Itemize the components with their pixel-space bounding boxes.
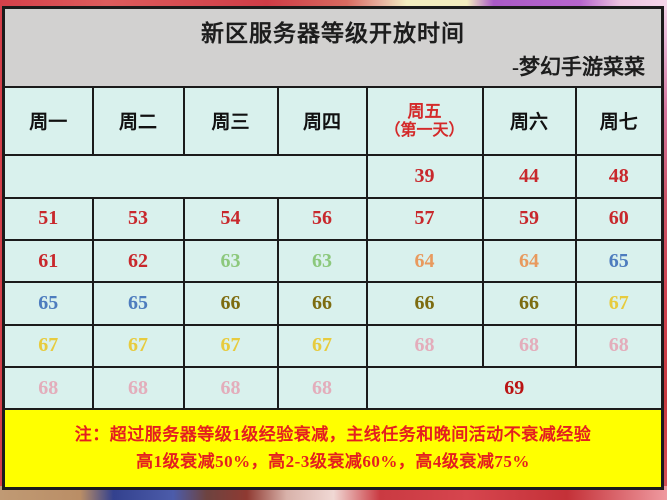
title-row: 新区服务器等级开放时间 -梦幻手游菜菜: [2, 6, 664, 88]
level-cell: 39: [365, 154, 484, 199]
server-level-schedule-table: 新区服务器等级开放时间 -梦幻手游菜菜 周一 周二 周三 周四 周五 （第一天）…: [2, 6, 665, 490]
level-cell: 66: [182, 281, 279, 326]
level-cell: 53: [91, 196, 185, 241]
level-cell: 67: [276, 323, 368, 368]
level-cell: 65: [2, 281, 94, 326]
level-cell: 64: [365, 238, 484, 284]
page-title: 新区服务器等级开放时间: [201, 20, 465, 46]
level-cell: 68: [365, 323, 484, 368]
table-row: 39 44 48: [2, 154, 664, 199]
table-header: 新区服务器等级开放时间 -梦幻手游菜菜: [2, 6, 664, 88]
exp-decay-note: 注：超过服务器等级1级经验衰减，主线任务和晚间活动不衰减经验 高1级衰减50%，…: [2, 408, 664, 490]
level-cell: 59: [481, 196, 577, 241]
day-header-thu: 周四: [276, 85, 368, 157]
level-cell: 57: [365, 196, 484, 241]
level-cell: 51: [2, 196, 94, 241]
table-row: 68 68 68 68 69: [2, 365, 664, 411]
table-row: 67 67 67 67 68 68 68: [2, 323, 664, 368]
table-row: 61 62 63 63 64 64 65: [2, 238, 664, 284]
level-cell: 63: [182, 238, 279, 284]
day-header-mon: 周一: [2, 85, 94, 157]
level-cell: 68: [481, 323, 577, 368]
note-line-2: 高1级衰减50%，高2-3级衰减60%，高4级衰减75%: [136, 451, 530, 471]
level-cell-merged: 69: [365, 365, 664, 411]
level-cell: 68: [2, 365, 94, 411]
day-header-fri-first-day: 周五 （第一天）: [365, 85, 484, 157]
level-cell: 68: [91, 365, 185, 411]
day-header-sat: 周六: [481, 85, 577, 157]
author-signature: -梦幻手游菜菜: [512, 54, 646, 79]
level-cell: 63: [276, 238, 368, 284]
note-line-1: 注：超过服务器等级1级经验衰减，主线任务和晚间活动不衰减经验: [74, 425, 592, 445]
day-header-sun: 周七: [574, 85, 664, 157]
footnote-row: 注：超过服务器等级1级经验衰减，主线任务和晚间活动不衰减经验 高1级衰减50%，…: [2, 408, 664, 490]
level-cell: 67: [182, 323, 279, 368]
level-cell: 62: [91, 238, 185, 284]
level-cell: 65: [574, 238, 664, 284]
level-cell: 60: [574, 196, 664, 241]
level-cell: 56: [276, 196, 368, 241]
level-cell: 67: [574, 281, 664, 326]
level-cell: 61: [2, 238, 94, 284]
level-cell: 64: [481, 238, 577, 284]
table-row: 65 65 66 66 66 66 67: [2, 281, 664, 326]
level-cell: 67: [91, 323, 185, 368]
level-cell: 44: [481, 154, 577, 199]
level-cell: 67: [2, 323, 94, 368]
level-cell: 66: [365, 281, 484, 326]
level-cell: 54: [182, 196, 279, 241]
weekday-header-row: 周一 周二 周三 周四 周五 （第一天） 周六 周七: [2, 85, 664, 157]
level-cell: 68: [276, 365, 368, 411]
level-cell: 68: [182, 365, 279, 411]
day-header-tue: 周二: [91, 85, 185, 157]
level-cell: 66: [481, 281, 577, 326]
day-header-wed: 周三: [182, 85, 279, 157]
first-day-note: （第一天）: [384, 121, 465, 139]
table-row: 51 53 54 56 57 59 60: [2, 196, 664, 241]
level-cell: 66: [276, 281, 368, 326]
level-cell: 68: [574, 323, 664, 368]
empty-cell: [2, 154, 368, 199]
level-cell: 48: [574, 154, 664, 199]
level-cell: 65: [91, 281, 185, 326]
